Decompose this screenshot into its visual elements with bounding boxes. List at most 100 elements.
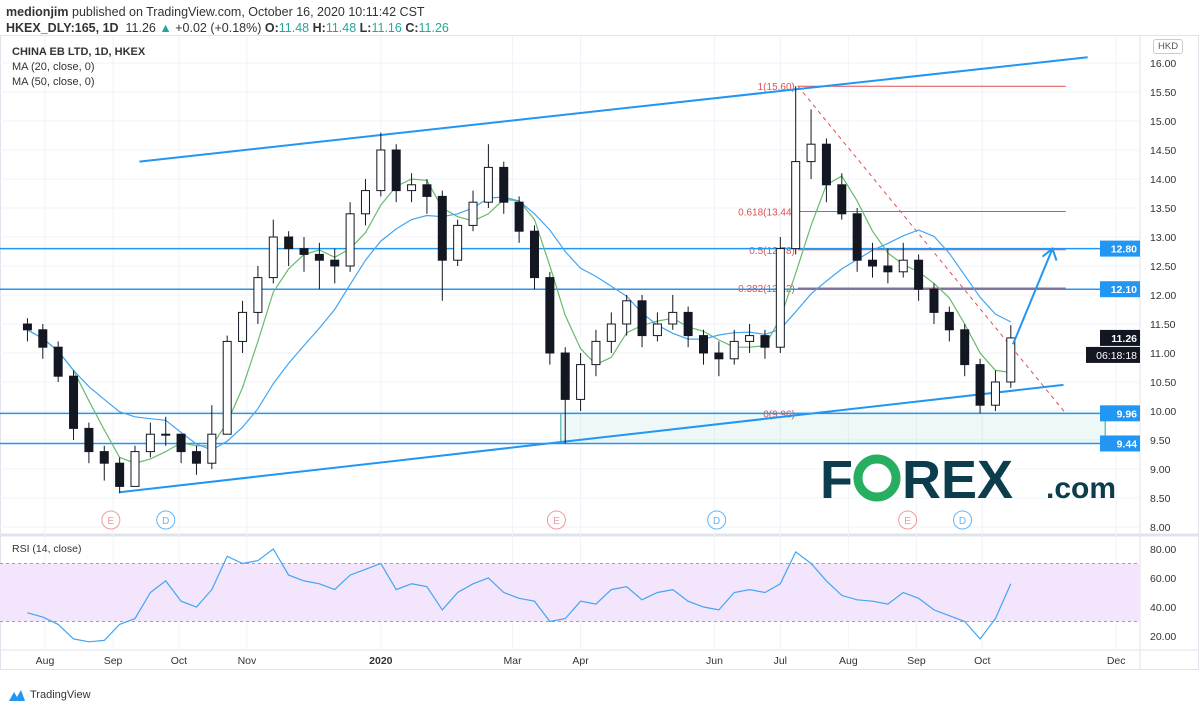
candle	[514, 196, 524, 243]
candle-body	[683, 311, 693, 337]
candle	[407, 173, 417, 203]
candle	[468, 190, 478, 232]
dividend-marker[interactable]	[156, 510, 176, 530]
channel-trend-line[interactable]	[119, 383, 1064, 494]
candle-body	[176, 433, 186, 453]
event-marker-label: E	[553, 516, 560, 527]
candle-body	[499, 166, 509, 203]
candle-body	[745, 335, 755, 342]
forex-logo: F REX .com	[820, 450, 1116, 510]
legend-rsi[interactable]: RSI (14, close)	[12, 543, 82, 555]
candle	[453, 219, 463, 266]
candle	[176, 433, 186, 464]
candle	[576, 353, 586, 411]
candle-body	[714, 352, 724, 360]
time-tick-label: Sep	[907, 655, 926, 667]
price-label: 12.80	[1111, 244, 1137, 256]
dividend-marker[interactable]	[953, 510, 973, 530]
price-tick-label: 14.50	[1150, 145, 1176, 157]
candle	[791, 86, 801, 255]
chart-legend: CHINA EB LTD, 1D, HKEX MA (20, close, 0)…	[12, 45, 145, 90]
candle-body	[299, 248, 309, 255]
candle-body	[514, 201, 524, 232]
price-change: +0.02 (+0.18%)	[175, 21, 262, 35]
candle	[99, 445, 109, 481]
price-tick-label: 15.00	[1150, 116, 1176, 128]
candle	[837, 173, 847, 220]
candle	[868, 242, 878, 278]
candle-body	[314, 253, 324, 261]
candle	[69, 370, 79, 440]
currency-badge[interactable]: HKD	[1153, 39, 1184, 54]
up-arrow-icon: ▲	[159, 21, 172, 35]
candle-body	[668, 311, 678, 325]
earnings-marker[interactable]	[898, 510, 918, 530]
candle	[360, 179, 370, 226]
candle-body	[622, 300, 632, 325]
support-zone-box[interactable]	[560, 412, 1106, 444]
time-tick-label: Oct	[171, 655, 187, 667]
dividend-marker[interactable]	[707, 510, 727, 530]
candle-body	[652, 323, 662, 337]
price-tick-label: 15.50	[1150, 87, 1176, 99]
legend-title[interactable]: CHINA EB LTD, 1D, HKEX	[12, 46, 146, 58]
candle	[914, 254, 924, 301]
candle	[975, 358, 985, 414]
candle	[53, 341, 63, 382]
candle-body	[253, 277, 263, 313]
candle-body	[376, 149, 386, 192]
candle-body	[591, 340, 601, 366]
candle	[699, 329, 708, 365]
candle	[775, 237, 785, 353]
legend-ma50[interactable]: MA (50, close, 0)	[12, 76, 95, 88]
tradingview-footer[interactable]: TradingView	[8, 688, 91, 702]
candle-body	[222, 340, 232, 435]
candle-body	[806, 143, 816, 163]
candle-body	[284, 236, 294, 250]
open-value: 11.48	[278, 21, 310, 35]
candle	[268, 219, 278, 284]
candle-body	[422, 184, 432, 197]
candle	[806, 109, 816, 179]
candle	[529, 225, 539, 290]
fib-level-label: 0(9.96)	[763, 409, 795, 420]
candle	[883, 248, 893, 284]
price-label: 9.96	[1117, 408, 1138, 420]
candle-body	[729, 340, 739, 360]
candle	[314, 242, 324, 290]
price-label: 9.44	[1117, 438, 1138, 450]
price-label: 12.10	[1111, 284, 1137, 296]
author-name[interactable]: medionjim	[6, 5, 69, 19]
candle-body	[637, 300, 647, 337]
candle-body	[560, 352, 570, 400]
candle	[929, 283, 939, 324]
time-tick-label: Aug	[839, 655, 858, 667]
earnings-marker[interactable]	[546, 510, 566, 530]
channel-trend-line[interactable]	[139, 56, 1088, 163]
candle-body	[852, 213, 862, 261]
candle-body	[130, 451, 140, 487]
candle	[499, 161, 509, 214]
publish-info: medionjim published on TradingView.com, …	[6, 5, 425, 19]
candle	[299, 237, 309, 272]
candle	[821, 138, 831, 203]
candle	[898, 242, 908, 278]
candle	[745, 324, 755, 353]
forex-logo-o-icon	[853, 454, 901, 502]
candle	[729, 329, 739, 365]
candle-body	[84, 427, 94, 453]
rsi-tick-label: 40.00	[1150, 602, 1176, 614]
forex-logo-rex: REX	[902, 450, 1013, 510]
earnings-marker[interactable]	[101, 510, 121, 530]
price-tick-label: 11.50	[1150, 319, 1176, 331]
candle-body	[868, 259, 878, 267]
last-price: 11.26	[125, 21, 156, 35]
candle-body	[775, 248, 785, 348]
price-label-bg	[1100, 405, 1140, 422]
price-tick-label: 12.50	[1150, 261, 1176, 273]
forex-logo-f: F	[820, 450, 853, 510]
legend-ma20[interactable]: MA (20, close, 0)	[12, 61, 95, 73]
candle	[330, 248, 340, 284]
candle	[253, 266, 263, 324]
